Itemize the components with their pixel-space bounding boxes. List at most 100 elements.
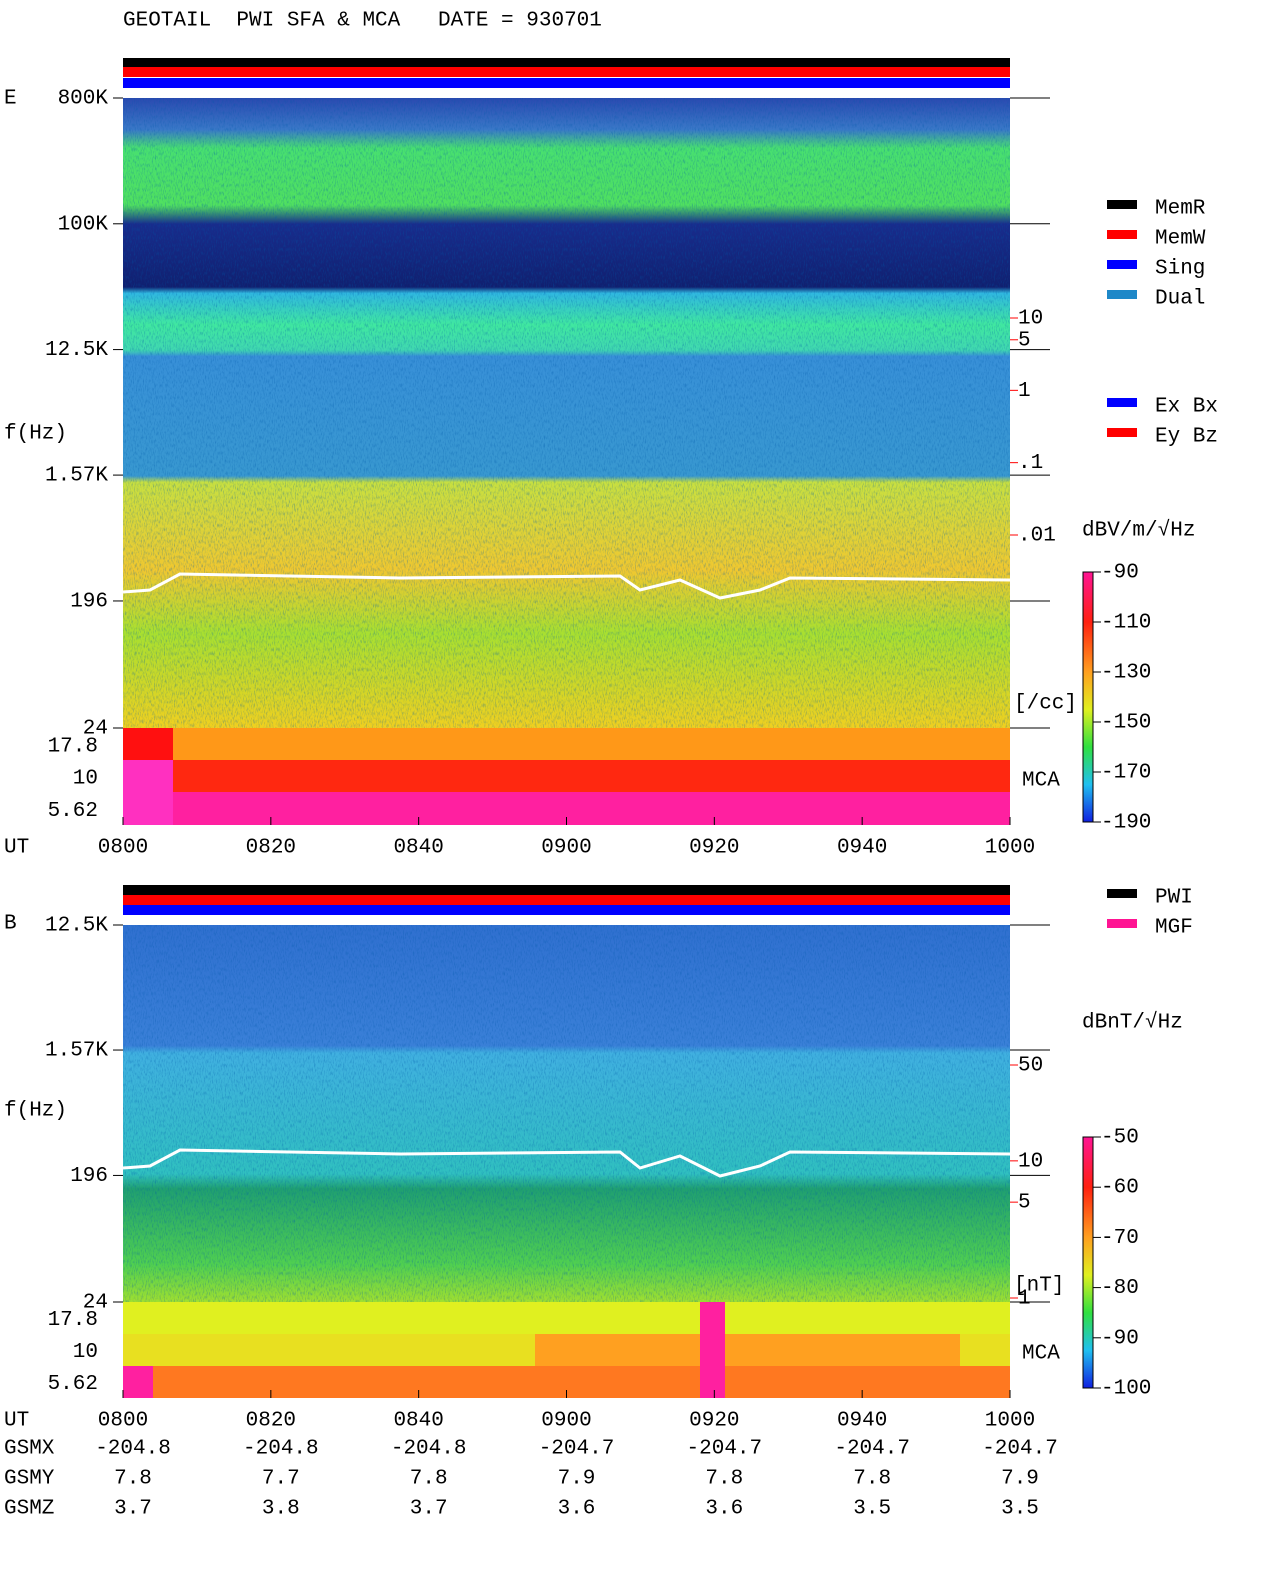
mca-channel-label: 10: [73, 1341, 98, 1364]
orbit-value: 3.5: [853, 1498, 891, 1521]
legend-label: PWI: [1155, 887, 1193, 910]
mca-channel-label: 17.8: [48, 1309, 98, 1332]
x-tick-label: 0920: [689, 837, 739, 860]
colorbar-tick-label: -50: [1101, 1127, 1139, 1150]
orbit-row-label: GSMY: [4, 1468, 55, 1491]
orbit-value: -204.7: [539, 1438, 615, 1461]
orbit-value: 7.8: [410, 1468, 448, 1491]
x-tick-label: 0900: [541, 837, 591, 860]
orbit-value: 7.8: [705, 1468, 743, 1491]
x-axis-label: UT: [4, 1410, 29, 1433]
x-tick-label: 0940: [837, 837, 887, 860]
side-axis-label: [nT]: [1014, 1275, 1064, 1298]
y-axis-label: f(Hz): [4, 1100, 67, 1123]
y-tick-label: 12.5K: [45, 915, 108, 938]
mca-channel-label: 10: [73, 768, 98, 791]
side-tick-label: 5: [1018, 329, 1031, 352]
colorbar-tick-label: -150: [1101, 712, 1151, 735]
side-tick-label: 1: [1018, 1288, 1031, 1311]
orbit-value: -204.8: [391, 1438, 467, 1461]
x-tick-label: 0840: [393, 1410, 443, 1433]
legend-label: Ey Bz: [1155, 426, 1218, 449]
y-tick-label: 1.57K: [45, 465, 108, 488]
side-tick-label: 1: [1018, 380, 1031, 403]
axes: Ef(Hz)800K100K12.5K1.57K1962417.8105.62M…: [4, 88, 1218, 1521]
orbit-row-label: GSMZ: [4, 1498, 54, 1521]
side-tick-label: 50: [1018, 1055, 1043, 1078]
colorbar-tick-label: -90: [1101, 562, 1139, 585]
orbit-value: -204.7: [687, 1438, 763, 1461]
legend-swatch: [1107, 889, 1137, 898]
legend-label: Sing: [1155, 258, 1205, 281]
x-tick-label: 0840: [393, 837, 443, 860]
colorbar-label: dBnT/√Hz: [1082, 1011, 1183, 1035]
x-tick-label: 0820: [246, 837, 296, 860]
side-tick-label: .01: [1018, 525, 1056, 548]
side-tick-label: 5: [1018, 1192, 1031, 1215]
orbit-value: 7.9: [1001, 1468, 1039, 1491]
legend-swatch: [1107, 290, 1137, 299]
colorbar-label: dBV/m/√Hz: [1082, 519, 1195, 543]
side-tick-label: 10: [1018, 1150, 1043, 1173]
orbit-value: 3.6: [558, 1498, 596, 1521]
y-tick-label: 100K: [58, 213, 109, 236]
legend-swatch: [1107, 428, 1137, 437]
side-tick-label: .1: [1018, 452, 1043, 475]
colorbar-tick-label: -70: [1101, 1227, 1139, 1250]
orbit-value: -204.7: [834, 1438, 910, 1461]
orbit-value: -204.8: [243, 1438, 319, 1461]
x-tick-label: 1000: [985, 837, 1035, 860]
legend-swatch: [1107, 260, 1137, 269]
x-tick-label: 0940: [837, 1410, 887, 1433]
y-tick-label: 1.57K: [45, 1040, 108, 1063]
colorbar-tick-label: -100: [1101, 1378, 1151, 1401]
y-axis-label: f(Hz): [4, 423, 67, 446]
title: GEOTAIL PWI SFA & MCA DATE = 930701: [123, 10, 602, 33]
legend-label: Ex Bx: [1155, 396, 1218, 419]
legend-label: MemR: [1155, 198, 1206, 221]
orbit-value: -204.7: [982, 1438, 1058, 1461]
orbit-value: 3.7: [114, 1498, 152, 1521]
side-tick-label: 10: [1018, 308, 1043, 331]
colorbar: [1082, 1136, 1094, 1389]
y-tick-label: 24: [83, 718, 108, 741]
x-tick-label: 0920: [689, 1410, 739, 1433]
legend-label: MGF: [1155, 917, 1193, 940]
legend-swatch: [1107, 919, 1137, 928]
panel-label: E: [4, 88, 17, 111]
colorbar: [1082, 571, 1094, 823]
mca-label: MCA: [1022, 769, 1060, 792]
legend-label: Dual: [1155, 288, 1205, 311]
y-tick-label: 800K: [58, 88, 109, 111]
legend-label: MemW: [1155, 228, 1206, 251]
x-tick-label: 0820: [246, 1410, 296, 1433]
legend-swatch: [1107, 398, 1137, 407]
orbit-value: 7.7: [262, 1468, 300, 1491]
spectrogram-e: [122, 58, 1011, 825]
orbit-value: 7.8: [114, 1468, 152, 1491]
orbit-value: 3.7: [410, 1498, 448, 1521]
x-tick-label: 0900: [541, 1410, 591, 1433]
orbit-value: 7.9: [558, 1468, 596, 1491]
side-axis-label: [/cc]: [1014, 693, 1077, 716]
mca-channel-label: 5.62: [48, 800, 98, 823]
orbit-value: 7.8: [853, 1468, 891, 1491]
mca-label: MCA: [1022, 1343, 1060, 1366]
colorbar-tick-label: -190: [1101, 812, 1151, 835]
orbit-value: -204.8: [95, 1438, 171, 1461]
legend-swatch: [1107, 200, 1137, 209]
spectrogram-b: [122, 885, 1011, 1398]
colorbar-tick-label: -60: [1101, 1177, 1139, 1200]
orbit-value: 3.8: [262, 1498, 300, 1521]
colorbar-tick-label: -90: [1101, 1327, 1139, 1350]
y-tick-label: 196: [70, 591, 108, 614]
colorbar-tick-label: -130: [1101, 662, 1151, 685]
orbit-value: 3.6: [705, 1498, 743, 1521]
x-tick-label: 0800: [98, 837, 148, 860]
orbit-value: 3.5: [1001, 1498, 1039, 1521]
x-tick-label: 0800: [98, 1410, 148, 1433]
colorbar-tick-label: -110: [1101, 612, 1151, 635]
colorbar-tick-label: -170: [1101, 762, 1151, 785]
